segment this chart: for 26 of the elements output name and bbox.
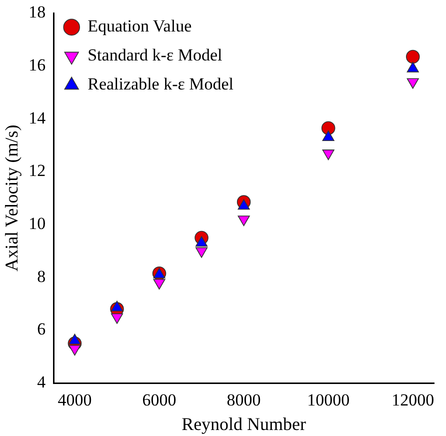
point [406, 62, 419, 72]
point [406, 50, 420, 64]
point [110, 300, 124, 312]
legend-label: Equation Value [88, 16, 192, 36]
y-tick-label: 4 [37, 372, 46, 392]
x-tick-label: 10000 [307, 390, 350, 410]
y-tick-label: 18 [28, 2, 46, 22]
point [322, 130, 334, 141]
y-tick-label: 12 [28, 161, 46, 180]
point [321, 121, 336, 135]
legend-label: Standard k-ε Model [88, 46, 222, 65]
y-tick-label: 6 [37, 320, 46, 339]
y-tick-label: 10 [28, 214, 46, 233]
y-tick-label: 16 [28, 55, 46, 74]
y-axis-title: Axial Velocity (m/s) [2, 124, 22, 272]
point [238, 199, 250, 210]
y-tick-label: 8 [37, 266, 46, 286]
x-axis-title: Reynold Number [182, 414, 306, 434]
legend-label: Realizable k-ε Model [88, 74, 234, 94]
point [68, 334, 81, 344]
x-tick-label: 12000 [392, 390, 434, 410]
y-tick-label: 14 [28, 108, 46, 128]
x-tick-label: 4000 [58, 390, 92, 410]
point [196, 236, 208, 247]
x-tick-label: 8000 [226, 390, 261, 410]
x-tick-label: 6000 [142, 390, 176, 410]
